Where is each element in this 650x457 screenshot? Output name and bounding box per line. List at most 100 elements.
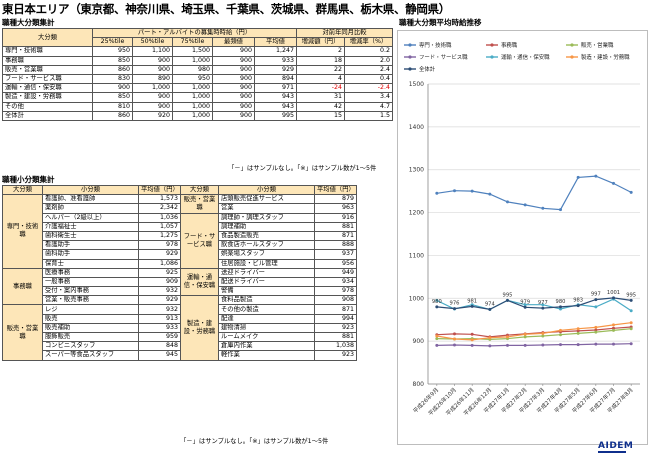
y-tick-label: 1300 (409, 167, 424, 174)
data-point (612, 326, 615, 330)
data-label: 981 (467, 298, 477, 304)
data-point (470, 338, 474, 342)
item-value: 2,342 (138, 203, 181, 214)
item-value: 1,573 (138, 194, 181, 205)
item-name: 薬剤師 (42, 203, 139, 214)
data-point (541, 303, 545, 307)
data-point (629, 342, 633, 346)
y-tick-label: 1400 (409, 124, 424, 131)
table-row: 受付・案内事務 932 警備 978 (3, 286, 357, 297)
item-value: 945 (138, 350, 181, 361)
item-name: 営業 (218, 203, 315, 214)
legend-label: フード・サービス職 (419, 53, 468, 61)
item-value: 994 (314, 313, 357, 324)
table-cell: 4 (296, 73, 345, 85)
table-row: 薬剤師 2,342 営業 963 (3, 203, 357, 214)
legend-label: 専門・技術職 (419, 41, 452, 49)
table-cell: 900 (92, 83, 133, 94)
column-header: 平均値（円） (138, 184, 181, 196)
item-name: 建物清掃 (218, 322, 315, 334)
legend-label: 販売・営業職 (581, 41, 614, 49)
item-value: 933 (138, 322, 181, 334)
data-point (559, 328, 562, 332)
table-row: スーパー等食品スタッフ 945 軽作業 923 (3, 350, 357, 361)
item-name: 送迎ドライバー (218, 267, 315, 278)
data-point (594, 342, 598, 346)
item-value: 909 (138, 276, 181, 288)
data-point (523, 303, 527, 307)
item-name: 店頭販売促進サービス (218, 194, 315, 205)
table-cell: 850 (92, 55, 133, 66)
table-cell: 1,000 (172, 101, 213, 112)
table-cell: 42 (296, 101, 345, 112)
table-cell: 900 (212, 46, 255, 57)
group-label: 販売・営業職 (2, 304, 43, 361)
data-point (435, 305, 439, 309)
y-tick-label: 1500 (409, 81, 424, 88)
item-value: 1,086 (138, 258, 181, 269)
row-label: 製造・建設・労務職 (2, 92, 93, 103)
table-row: 販売・営業職 レジ 932 その他の製造 871 (2, 304, 357, 361)
data-point (453, 307, 456, 311)
item-name: 配送ドライバー (218, 276, 315, 288)
table-cell: 900 (212, 73, 255, 85)
data-label: 976 (450, 301, 460, 307)
table-cell: 1,100 (132, 46, 173, 57)
data-point (488, 336, 492, 340)
item-value: 929 (138, 295, 181, 306)
series-line (436, 328, 632, 341)
column-header: 大分類 (2, 184, 43, 196)
row-label: 専門・技術職 (2, 46, 93, 57)
item-name: 服飾販売 (42, 331, 139, 343)
item-name: 調理師・調理スタッフ (218, 212, 315, 223)
item-value: 1,275 (138, 230, 181, 242)
table-cell: 1,247 (254, 46, 297, 57)
legend-label: 製造・建設・労務職 (581, 53, 630, 61)
data-point (576, 329, 580, 333)
item-name: その他の製造 (218, 304, 315, 315)
data-point (612, 296, 615, 300)
data-point (594, 330, 598, 334)
item-name: スーパー等食品スタッフ (42, 350, 139, 361)
group-label: フード・サービス職 (180, 212, 219, 269)
data-label: 980 (432, 299, 442, 305)
item-value: 848 (138, 341, 181, 352)
header-compare: 対前年同月比較 (295, 27, 394, 39)
y-tick-label: 1000 (409, 295, 424, 302)
item-name: 倉庫内作業 (218, 341, 315, 352)
data-point (559, 208, 562, 212)
item-value: 959 (138, 331, 181, 343)
table-cell: 900 (212, 92, 255, 103)
header-wage-group: パート・アルバイトの募集時時給（円） (92, 27, 297, 39)
item-value: 937 (314, 249, 357, 260)
item-name: レジ (42, 304, 139, 315)
row-label: その他 (2, 101, 93, 112)
section-title-minor: 職種小分類集計 (2, 175, 55, 184)
data-label: 979 (520, 299, 530, 305)
data-point (488, 192, 492, 196)
data-point (612, 342, 615, 346)
legend-label: 運輸・通信・保安職 (501, 53, 550, 61)
sub-header: 25%tile (92, 37, 133, 48)
table-cell: 2.0 (343, 55, 394, 66)
table-cell: 900 (132, 92, 173, 103)
data-point (541, 331, 545, 335)
column-header: 小分類 (218, 184, 315, 196)
group-label: 専門・技術職 (2, 194, 43, 269)
table-row: 保育士 1,086 住居施設・ビル管理 956 (3, 258, 357, 269)
sub-header: 最頻値 (212, 37, 255, 48)
table2-note: 「－」はサンプルなし。「※」はサンプル数が1～5件 (180, 438, 329, 445)
data-point (559, 343, 562, 347)
y-tick-label: 800 (413, 381, 425, 388)
table-cell: 943 (254, 101, 297, 112)
table-cell: 995 (254, 110, 297, 121)
item-name: 販売補助 (42, 322, 139, 334)
table-row: 製造・建設・労務職 850 900 1,000 900 943 31 3.4 (2, 92, 394, 103)
data-point (435, 337, 439, 341)
logo-underline (598, 451, 626, 453)
data-label: 995 (503, 292, 513, 298)
data-point (506, 298, 509, 302)
data-point (594, 328, 598, 332)
table-cell: -2.4 (343, 83, 394, 94)
legend-marker (570, 43, 574, 47)
